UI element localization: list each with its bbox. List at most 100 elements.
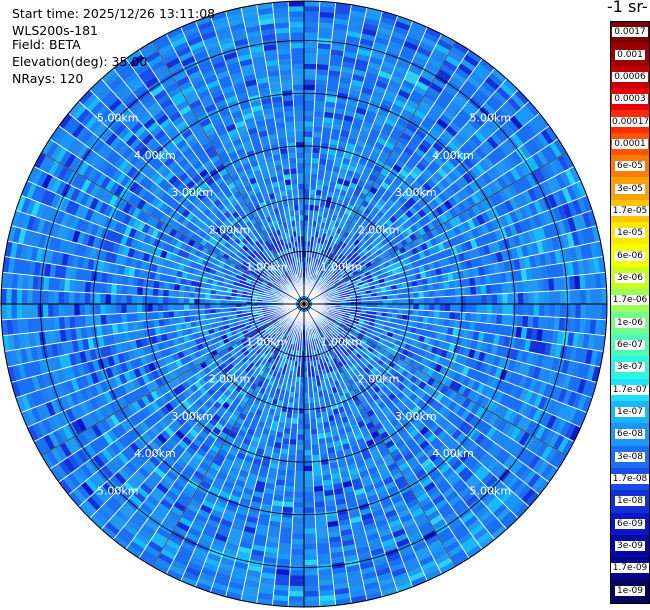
range-gate [519, 449, 532, 464]
range-gate [487, 354, 496, 366]
range-gate [557, 373, 567, 388]
range-gate [326, 325, 332, 330]
range-gate [531, 352, 540, 367]
range-gate [506, 440, 519, 455]
range-gate [95, 304, 101, 315]
range-gate [585, 304, 592, 319]
range-gate [525, 327, 533, 340]
range-gate [304, 392, 309, 398]
range-gate [411, 339, 419, 348]
range-gate [544, 304, 550, 317]
range-gate [502, 471, 516, 486]
range-gate [361, 338, 368, 344]
range-gate [446, 411, 457, 423]
range-gate [470, 429, 482, 443]
range-gate [477, 468, 491, 482]
range-gate [462, 423, 474, 436]
range-gate [561, 439, 574, 456]
range-gate [544, 466, 559, 483]
range-gate [304, 429, 311, 435]
range-gate [157, 288, 164, 297]
range-gate [332, 315, 339, 319]
range-gate [292, 528, 304, 534]
range-gate [121, 284, 128, 295]
range-gate [189, 298, 195, 304]
range-gate [592, 334, 601, 351]
range-gate [210, 299, 216, 304]
range-gate [373, 356, 381, 364]
range-gate [318, 579, 334, 586]
range-gate [136, 304, 143, 313]
range-gate [579, 318, 586, 334]
range-gate [291, 544, 304, 550]
range-gate [533, 340, 542, 354]
range-gate [298, 397, 304, 404]
range-gate [327, 314, 333, 319]
range-gate [425, 344, 434, 353]
range-gate [121, 294, 127, 304]
range-gate [420, 329, 427, 337]
range-gate [413, 333, 421, 342]
range-gate [331, 327, 337, 332]
range-gate [551, 357, 560, 372]
range-gate [422, 316, 429, 324]
range-gate [448, 369, 457, 380]
range-gate [508, 371, 518, 385]
range-gate [364, 331, 371, 338]
range-gate [412, 396, 422, 406]
range-gate [499, 489, 514, 504]
range-gate [501, 421, 513, 435]
range-gate [460, 304, 466, 313]
range-gate [90, 314, 97, 327]
range-gate [461, 398, 472, 410]
range-gate [547, 399, 558, 415]
range-gate [21, 304, 28, 319]
range-gate [549, 450, 562, 467]
range-gate [304, 481, 314, 487]
range-gate [448, 343, 456, 353]
range-gate [100, 314, 107, 326]
range-gate [567, 331, 575, 347]
range-gate [313, 491, 325, 497]
range-gate [540, 445, 553, 461]
range-gate [416, 399, 426, 409]
range-gate [277, 48, 291, 55]
range-gate [528, 378, 538, 392]
range-gate [433, 310, 440, 319]
range-gate [505, 475, 520, 490]
range-gate [304, 528, 316, 534]
range-gate [464, 320, 471, 331]
range-gate [105, 283, 112, 294]
range-gate [111, 313, 117, 325]
range-gate [439, 304, 446, 312]
range-gate [518, 388, 529, 402]
range-gate [439, 375, 449, 385]
range-gate [497, 304, 503, 315]
range-gate [527, 315, 534, 328]
range-gate [178, 310, 185, 318]
ray [318, 310, 581, 442]
range-gate [316, 532, 329, 539]
range-gate [6, 288, 12, 304]
range-gate [274, 17, 290, 24]
range-gate [296, 439, 304, 446]
range-gate [163, 281, 170, 290]
range-gate [389, 322, 396, 329]
range-gate [448, 379, 458, 391]
range-gate [110, 293, 117, 304]
range-gate [370, 359, 378, 367]
range-gate [485, 386, 495, 399]
range-gate [541, 329, 549, 343]
range-gate [63, 291, 70, 304]
range-gate [480, 373, 490, 385]
range-gate [152, 311, 159, 320]
range-gate [577, 378, 587, 395]
range-gate [335, 320, 342, 325]
range-gate [137, 312, 143, 322]
range-gate [84, 292, 91, 304]
range-gate [504, 370, 513, 383]
range-gate [366, 370, 375, 378]
range-gate [285, 475, 295, 482]
range-gate [325, 318, 331, 323]
range-gate [157, 296, 164, 304]
